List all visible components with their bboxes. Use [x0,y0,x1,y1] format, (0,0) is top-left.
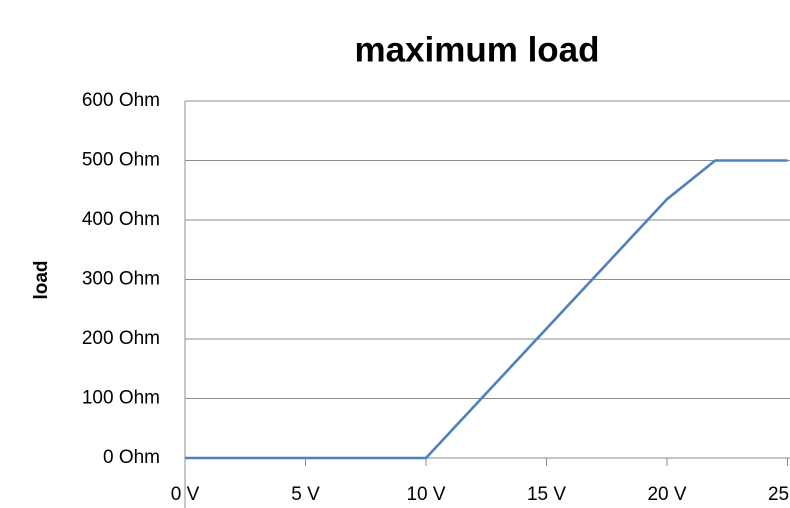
chart-title: maximum load [354,30,599,69]
y-axis-label: load [31,260,52,299]
y-tick-label: 600 Ohm [82,90,160,111]
data-line [185,159,788,460]
y-tick-label: 300 Ohm [82,269,160,290]
x-tick-label: 5 V [291,484,320,505]
y-tick-label: 200 Ohm [82,328,160,349]
x-tick-label: 10 V [406,484,445,505]
y-tick-label: 0 Ohm [103,447,160,468]
y-tick-label: 500 Ohm [82,150,160,171]
x-tick-label: 20 V [647,484,686,505]
x-tick-label: 25 V [768,484,790,505]
x-tick-label: 15 V [527,484,566,505]
y-tick-label: 400 Ohm [82,209,160,230]
x-tick-label: 0 V [171,484,200,505]
y-tick-label: 100 Ohm [82,388,160,409]
